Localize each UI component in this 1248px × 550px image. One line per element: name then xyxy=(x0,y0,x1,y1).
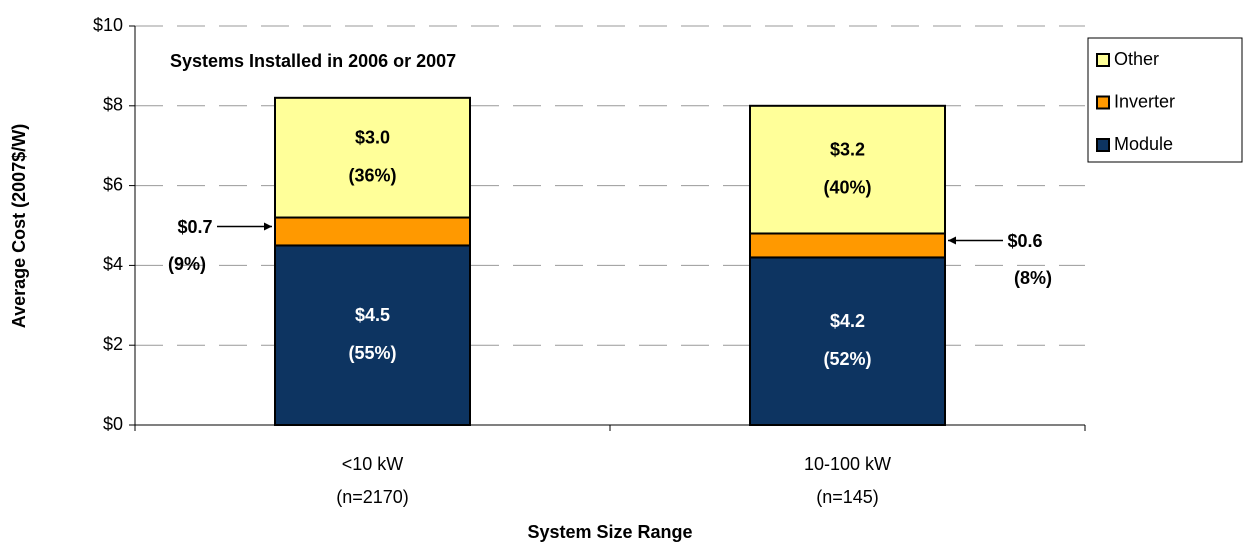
value-label: $4.5 xyxy=(355,305,390,325)
legend-swatch xyxy=(1096,138,1110,152)
percent-label: (36%) xyxy=(348,165,396,185)
bar-segment xyxy=(274,216,471,247)
legend-frame xyxy=(1087,37,1243,163)
y-tick-label: $8 xyxy=(103,95,123,115)
y-tick-label: $4 xyxy=(103,254,123,274)
legend-label: Inverter xyxy=(1114,91,1175,111)
value-label: $0.7 xyxy=(177,217,212,237)
y-tick-label: $10 xyxy=(93,15,123,35)
value-label: $3.0 xyxy=(355,127,390,147)
value-label: $0.6 xyxy=(1007,231,1042,251)
arrow-head xyxy=(948,236,956,245)
annotation: Systems Installed in 2006 or 2007 xyxy=(170,51,456,71)
value-label: $4.2 xyxy=(830,311,865,331)
bar-segment xyxy=(274,96,471,219)
bar-segment xyxy=(749,256,946,427)
bar-segment xyxy=(749,104,946,235)
x-tick-label: <10 kW xyxy=(342,454,404,474)
x-tick-label: (n=2170) xyxy=(336,487,409,507)
x-tick-label: 10-100 kW xyxy=(804,454,891,474)
percent-label: (52%) xyxy=(823,349,871,369)
percent-label: (40%) xyxy=(823,177,871,197)
legend-label: Other xyxy=(1114,49,1159,69)
arrow-head xyxy=(264,222,272,231)
y-tick-label: $0 xyxy=(103,414,123,434)
bar-segment xyxy=(274,244,471,426)
x-axis-label: System Size Range xyxy=(527,522,692,542)
legend-label: Module xyxy=(1114,134,1173,154)
percent-label: (55%) xyxy=(348,343,396,363)
legend-swatch xyxy=(1096,53,1110,67)
value-label: $3.2 xyxy=(830,139,865,159)
y-axis-label: Average Cost (2007$/W) xyxy=(9,124,29,328)
percent-label: (8%) xyxy=(1014,268,1052,288)
bar-segment xyxy=(749,232,946,259)
x-tick-label: (n=145) xyxy=(816,487,879,507)
y-tick-label: $2 xyxy=(103,334,123,354)
percent-label: (9%) xyxy=(168,254,206,274)
legend-swatch xyxy=(1096,95,1110,110)
y-tick-label: $6 xyxy=(103,174,123,194)
